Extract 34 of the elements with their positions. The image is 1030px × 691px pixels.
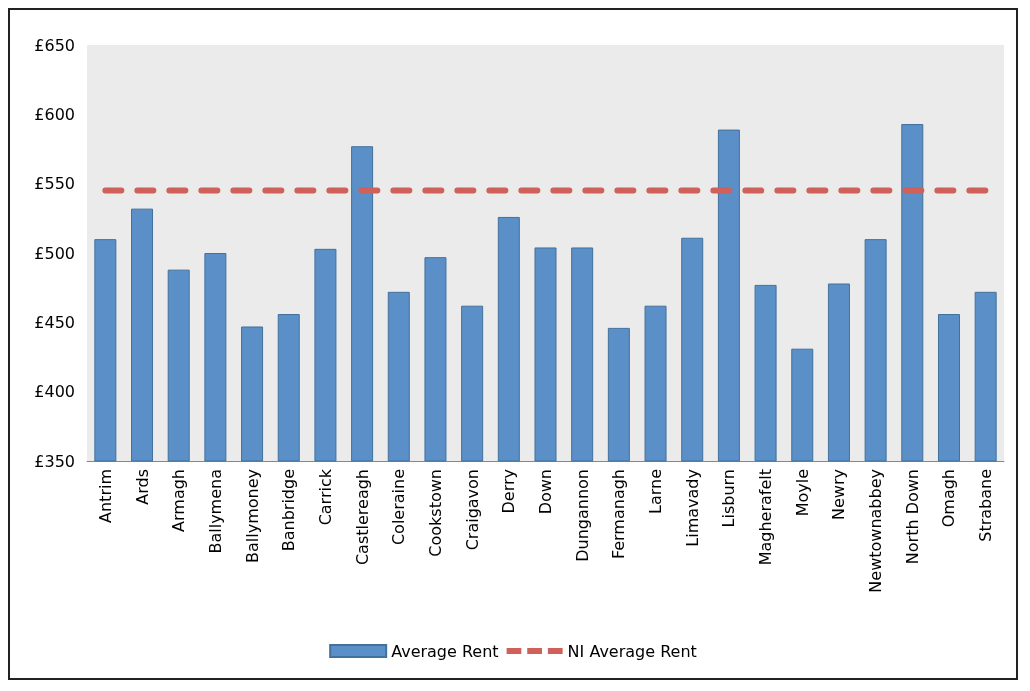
y-tick-label: £500 xyxy=(34,243,75,263)
x-tick-label: Magherafelt xyxy=(756,469,776,566)
y-tick-label: £650 xyxy=(34,35,75,55)
y-tick-label: £350 xyxy=(34,451,75,471)
x-tick-label: Ballymoney xyxy=(242,469,262,563)
x-tick-label: Newtownabbey xyxy=(866,469,886,593)
y-tick-label: £600 xyxy=(34,104,75,124)
x-tick-label: Ards xyxy=(132,469,152,505)
x-tick-label: Strabane xyxy=(976,469,996,542)
x-tick-label: Banbridge xyxy=(279,469,299,552)
y-tick-label: £550 xyxy=(34,174,75,194)
x-tick-label: Coleraine xyxy=(389,469,409,546)
x-tick-label: Newry xyxy=(829,469,849,520)
x-tick-label: Cookstown xyxy=(425,469,445,557)
x-tick-label: Carrick xyxy=(315,468,335,526)
x-tick-label: Derry xyxy=(499,469,519,514)
x-tick-label: Down xyxy=(536,469,555,515)
x-tick-label: Larne xyxy=(646,469,666,514)
x-tick-label: Moyle xyxy=(792,469,812,517)
x-tick-label: Limavady xyxy=(682,469,702,547)
x-tick-label: Omagh xyxy=(939,469,959,528)
x-tick-label: Ballymena xyxy=(205,469,225,554)
legend-label: NI Average Rent xyxy=(567,641,697,661)
y-tick-label: £450 xyxy=(34,312,75,332)
y-tick-label: £400 xyxy=(34,382,75,402)
x-tick-label: Fermanagh xyxy=(609,469,629,560)
x-tick-label: North Down xyxy=(902,469,922,565)
legend-label: Average Rent xyxy=(391,641,499,661)
x-tick-label: Antrim xyxy=(95,469,115,523)
x-tick-label: Craigavon xyxy=(462,469,482,551)
x-tick-label: Dungannon xyxy=(572,469,592,562)
x-tick-label: Lisburn xyxy=(719,469,739,528)
x-tick-label: Castlereagh xyxy=(352,469,372,566)
x-tick-label: Armagh xyxy=(169,469,189,532)
